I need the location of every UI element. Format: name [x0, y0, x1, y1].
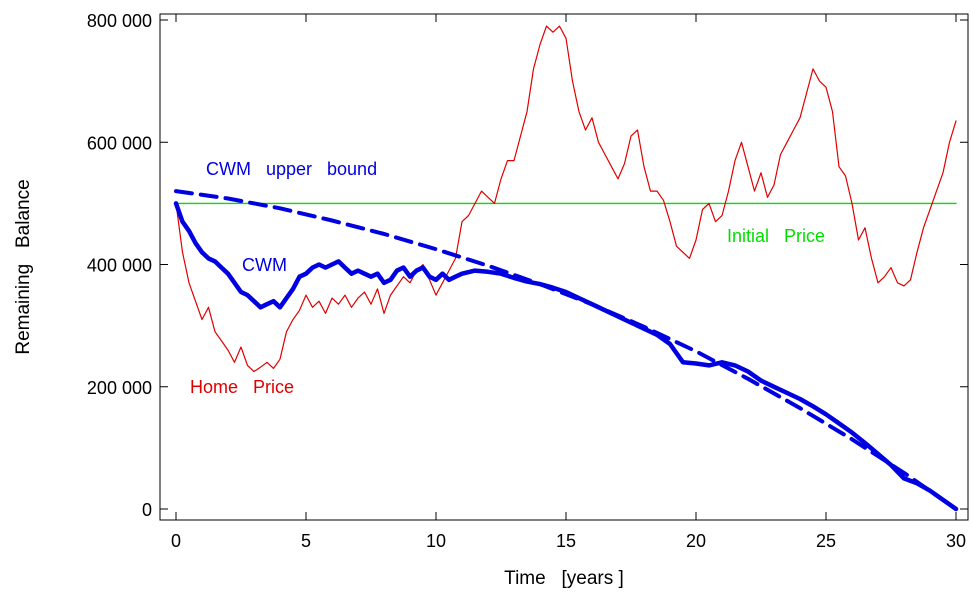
y-tick-label: 600 000	[87, 133, 152, 153]
home-price-label: Home Price	[190, 377, 294, 397]
y-tick-label: 0	[142, 500, 152, 520]
x-tick-label: 5	[301, 531, 311, 551]
y-tick-label: 200 000	[87, 378, 152, 398]
initial-price-label: Initial Price	[727, 226, 825, 246]
x-tick-label: 25	[816, 531, 836, 551]
series-layer	[173, 25, 959, 512]
x-axis-ticks: 0 5 10 15 20 25 30	[171, 14, 966, 551]
x-tick-label: 30	[946, 531, 966, 551]
y-axis-ticks: 0 200 000 400 000 600 000 800 000	[87, 11, 968, 520]
x-axis-title: Time [years ]	[504, 568, 624, 589]
upper-bound-label: CWM upper bound	[206, 159, 377, 179]
x-tick-label: 20	[686, 531, 706, 551]
upper-bound-line	[174, 189, 958, 511]
y-tick-label: 800 000	[87, 11, 152, 31]
home-price-line	[175, 25, 957, 373]
y-tick-label: 400 000	[87, 256, 152, 276]
plot-frame	[159, 13, 969, 521]
x-tick-label: 0	[171, 531, 181, 551]
cwm-line	[173, 201, 959, 512]
cwm-label: CWM	[242, 255, 287, 275]
x-tick-label: 15	[556, 531, 576, 551]
x-tick-label: 10	[426, 531, 446, 551]
y-axis-title: Remaining Balance	[13, 179, 34, 354]
